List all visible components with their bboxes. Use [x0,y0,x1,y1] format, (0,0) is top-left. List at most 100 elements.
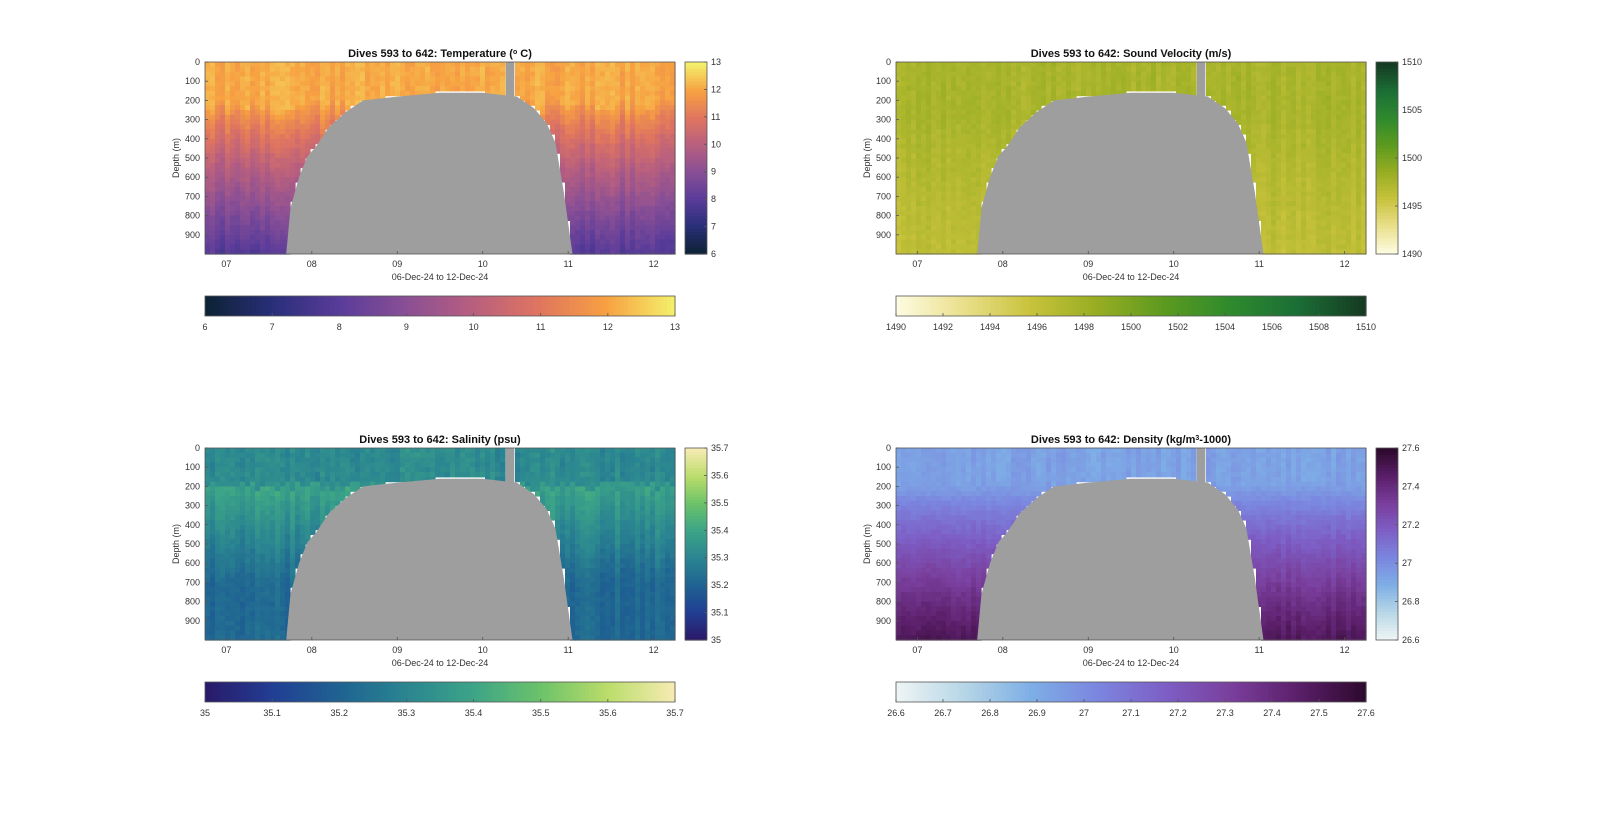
heatmap-cell [946,158,952,164]
heatmap-cell [655,100,661,106]
colorbar-segment [1103,296,1109,316]
heatmap-cell [1256,129,1262,135]
heatmap-cell [971,95,977,101]
heatmap-cell [1301,153,1307,159]
heatmap-cell [235,230,241,236]
heatmap-cell [1286,215,1292,221]
heatmap-cell [986,148,992,154]
colorbar-segment [1201,296,1207,316]
heatmap-cell [240,138,246,145]
heatmap-cell [240,249,246,255]
heatmap-cell [645,182,651,188]
heatmap-cell [320,124,326,130]
heatmap-cell [420,62,426,68]
heatmap-cell [610,167,616,173]
heatmap-cell [971,62,977,68]
heatmap-cell [340,110,346,116]
heatmap-cell [956,95,962,101]
heatmap-cell [260,105,266,111]
heatmap-cell [1071,86,1077,92]
heatmap-cell [215,191,221,197]
heatmap-cell [420,66,426,73]
heatmap-cell [921,201,927,207]
heatmap-cell [385,86,391,92]
heatmap-cell [650,119,656,125]
heatmap-cell [650,244,656,250]
heatmap-cell [1311,162,1317,169]
colorbar-segment [685,110,707,114]
heatmap-cell [365,66,371,73]
heatmap-cell [1281,186,1287,193]
heatmap-cell [560,162,566,169]
heatmap-cell [225,553,231,559]
heatmap-cell [931,167,937,173]
heatmap-cell [280,206,286,212]
heatmap-cell [315,105,321,111]
heatmap-cell [961,119,967,125]
heatmap-cell [1006,66,1012,73]
heatmap-cell [365,76,371,82]
heatmap-cell [941,119,947,125]
heatmap-cell [1261,95,1267,101]
heatmap-cell [350,62,356,68]
heatmap-cell [1341,215,1347,221]
colorbar-segment [252,296,257,316]
heatmap-cell [896,239,902,245]
heatmap-cell [630,86,636,92]
heatmap-cell [580,110,586,116]
heatmap-cell [460,76,466,82]
heatmap-cell [1331,90,1337,97]
heatmap-cell [330,71,336,77]
heatmap-cell [395,62,401,68]
y-axis-label: Depth (m) [171,138,181,178]
heatmap-cell [550,81,556,87]
heatmap-cell [455,81,461,87]
heatmap-cell [1216,62,1222,68]
heatmap-cell [946,191,952,197]
heatmap-cell [625,234,631,241]
heatmap-cell [360,81,366,87]
heatmap-cell [670,66,676,73]
heatmap-cell [1341,62,1347,68]
heatmap-cell [1241,100,1247,106]
heatmap-cell [300,100,306,106]
heatmap-cell [951,249,957,255]
heatmap-cell [520,66,526,73]
heatmap-cell [655,225,661,231]
heatmap-cell [1311,100,1317,106]
heatmap-cell [230,201,236,207]
heatmap-cell [620,186,626,193]
heatmap-cell [1306,182,1312,188]
heatmap-cell [931,206,937,212]
heatmap-cell [575,143,581,149]
heatmap-cell [605,158,611,164]
heatmap-cell [1351,201,1357,207]
heatmap-cell [285,148,291,154]
heatmap-cell [260,225,266,231]
heatmap-cell [1356,206,1362,212]
colorbar-segment [1240,296,1246,316]
heatmap-cell [325,81,331,87]
heatmap-cell [1116,90,1122,97]
heatmap-cell [1101,86,1107,92]
heatmap-cell [1111,81,1117,87]
heatmap-cell [951,124,957,130]
heatmap-cell [235,191,241,197]
heatmap-cell [585,234,591,241]
heatmap-cell [1296,220,1302,226]
heatmap-cell [205,505,211,511]
heatmap-cell [240,162,246,169]
heatmap-cell [1316,182,1322,188]
heatmap-cell [525,81,531,87]
heatmap-cell [1286,162,1292,169]
heatmap-cell [1016,66,1022,73]
heatmap-cell [941,81,947,87]
heatmap-cell [405,62,411,68]
heatmap-cell [630,177,636,183]
heatmap-cell [1266,158,1272,164]
heatmap-cell [230,510,236,516]
heatmap-cell [335,76,341,82]
heatmap-cell [645,110,651,116]
heatmap-cell [260,196,266,202]
heatmap-cell [575,110,581,116]
